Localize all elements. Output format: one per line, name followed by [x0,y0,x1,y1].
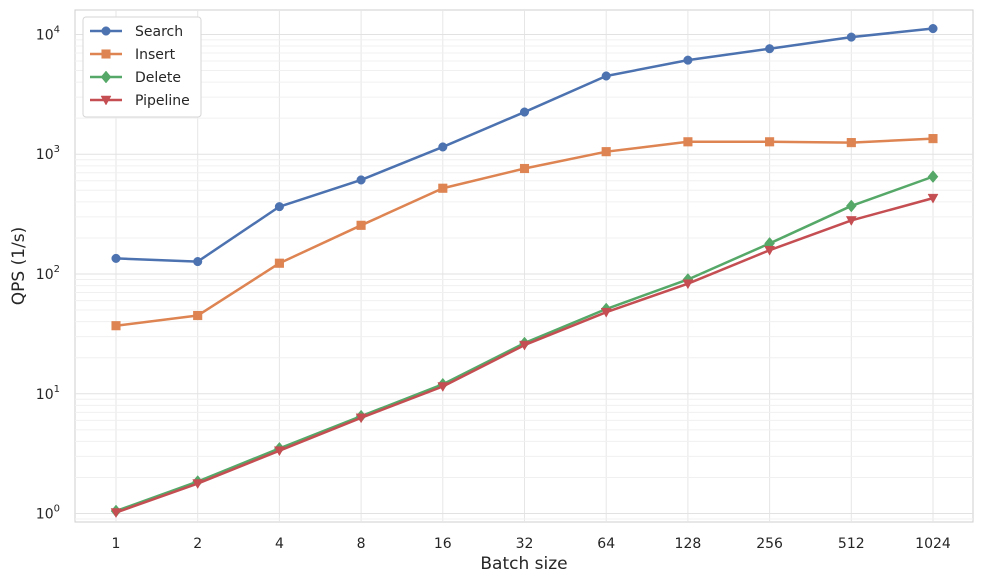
data-point [600,307,612,318]
y-axis-title: QPS (1/s) [9,227,29,306]
data-point [111,321,121,331]
y-tick-label: 103 [36,144,60,163]
y-tick-label: 101 [36,384,60,403]
x-tick-label: 2 [193,536,202,552]
data-point [846,32,856,42]
data-point [601,71,611,81]
data-point [437,382,449,393]
series-pipeline [110,193,939,519]
series-search [111,24,938,267]
data-point [519,340,530,351]
data-point [519,163,530,174]
legend-marker [100,95,112,106]
data-point [193,310,203,321]
legend-label: Delete [135,70,181,86]
y-tick-label: 104 [36,24,60,43]
x-tick-label: 8 [357,536,366,552]
legend-item-delete: Delete [90,70,181,86]
data-point [928,134,938,144]
data-point [111,253,121,263]
x-tick-label: 1024 [915,536,951,552]
legend-box [82,16,202,118]
y-tick-label: 102 [36,264,60,283]
data-point [927,193,939,204]
data-point [682,279,694,290]
data-point [274,202,284,212]
x-tick-label: 512 [838,536,865,552]
legend-marker [101,49,111,59]
x-tick-label: 256 [756,536,783,552]
data-point [601,147,611,157]
data-point [683,137,693,147]
x-tick-label: 128 [675,536,702,552]
y-tick-label: 100 [36,504,60,523]
data-point [846,138,856,148]
data-point [765,137,775,147]
data-point [356,220,366,230]
legend-marker [100,70,112,84]
data-point [192,479,204,490]
legend-label: Insert [135,47,176,63]
data-point [765,44,775,54]
data-point [845,216,857,226]
x-tick-labels: 1 2 4 8 16 32 64 128 256 512 1024 [112,536,951,552]
legend-label: Search [135,24,183,40]
x-tick-label: 1 [112,536,121,552]
legend-item-pipeline: Pipeline [90,93,190,109]
x-tick-label: 64 [597,536,615,552]
data-point [356,175,366,185]
data-point [438,183,448,193]
x-tick-label: 4 [275,536,284,552]
data-point [355,413,367,424]
data-point [438,142,448,152]
legend-label: Pipeline [135,93,190,109]
x-axis-title: Batch size [480,554,567,574]
data-point [193,257,203,267]
data-point [683,55,693,65]
data-point [519,107,530,117]
data-point [845,199,857,213]
y-tick-labels: 100 101 102 103 104 [36,24,60,522]
series-layer [110,24,939,519]
data-point [110,508,122,519]
legend: Search Insert Delete Pipeline [82,16,202,118]
data-point [274,258,284,268]
data-point [273,446,285,457]
x-tick-label: 32 [516,536,534,552]
data-point [927,170,939,184]
data-point [764,245,776,256]
series-insert [111,134,938,331]
data-point [928,24,938,34]
legend-item-insert: Insert [90,47,176,63]
legend-marker [101,26,111,36]
x-tick-label: 16 [434,536,452,552]
legend-item-search: Search [90,24,183,40]
grid [75,10,973,522]
